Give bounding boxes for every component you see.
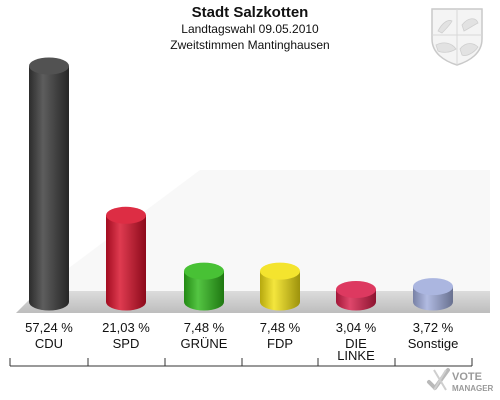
value-label: 7,48 % [184,320,225,335]
value-label: 21,03 % [102,320,150,335]
logo-word-manager: MANAGER [452,384,494,393]
bar-top [29,57,69,75]
check-mark-icon [427,368,450,391]
bar-cdu [29,57,69,311]
chart-subtitle: Landtagswahl 09.05.2010 [181,22,319,36]
bar-die-linke [336,280,376,311]
value-label: 7,48 % [260,320,301,335]
category-label: Sonstige [408,336,459,351]
bar-top [413,278,453,296]
bar-top [336,280,376,298]
chart-subtitle-2: Zweitstimmen Mantinghausen [170,38,330,52]
bar-body [260,271,300,311]
category-label: SPD [113,336,140,351]
chart-title: Stadt Salzkotten [191,4,309,21]
value-label: 57,24 % [25,320,73,335]
bar-gr-ne [184,262,224,311]
category-label: FDP [267,336,293,351]
category-label: GRÜNE [181,336,228,351]
category-label: DIE [345,336,367,351]
votemanager-logo: VOTE MANAGER [427,368,494,393]
category-label: LINKE [337,348,375,363]
logo-word-vote: VOTE [452,371,482,383]
value-label: 3,04 % [336,320,377,335]
value-label: 3,72 % [413,320,454,335]
category-label: CDU [35,336,63,351]
bar-top [260,262,300,280]
bar-sonstige [413,278,453,311]
bar-body [29,66,69,311]
bar-top [106,206,146,224]
bar-fdp [260,262,300,311]
bar-body [106,215,146,311]
coat-of-arms-icon [431,8,483,66]
bar-spd [106,206,146,311]
bar-top [184,262,224,280]
chart-backdrop [38,170,490,291]
bar-body [184,271,224,311]
